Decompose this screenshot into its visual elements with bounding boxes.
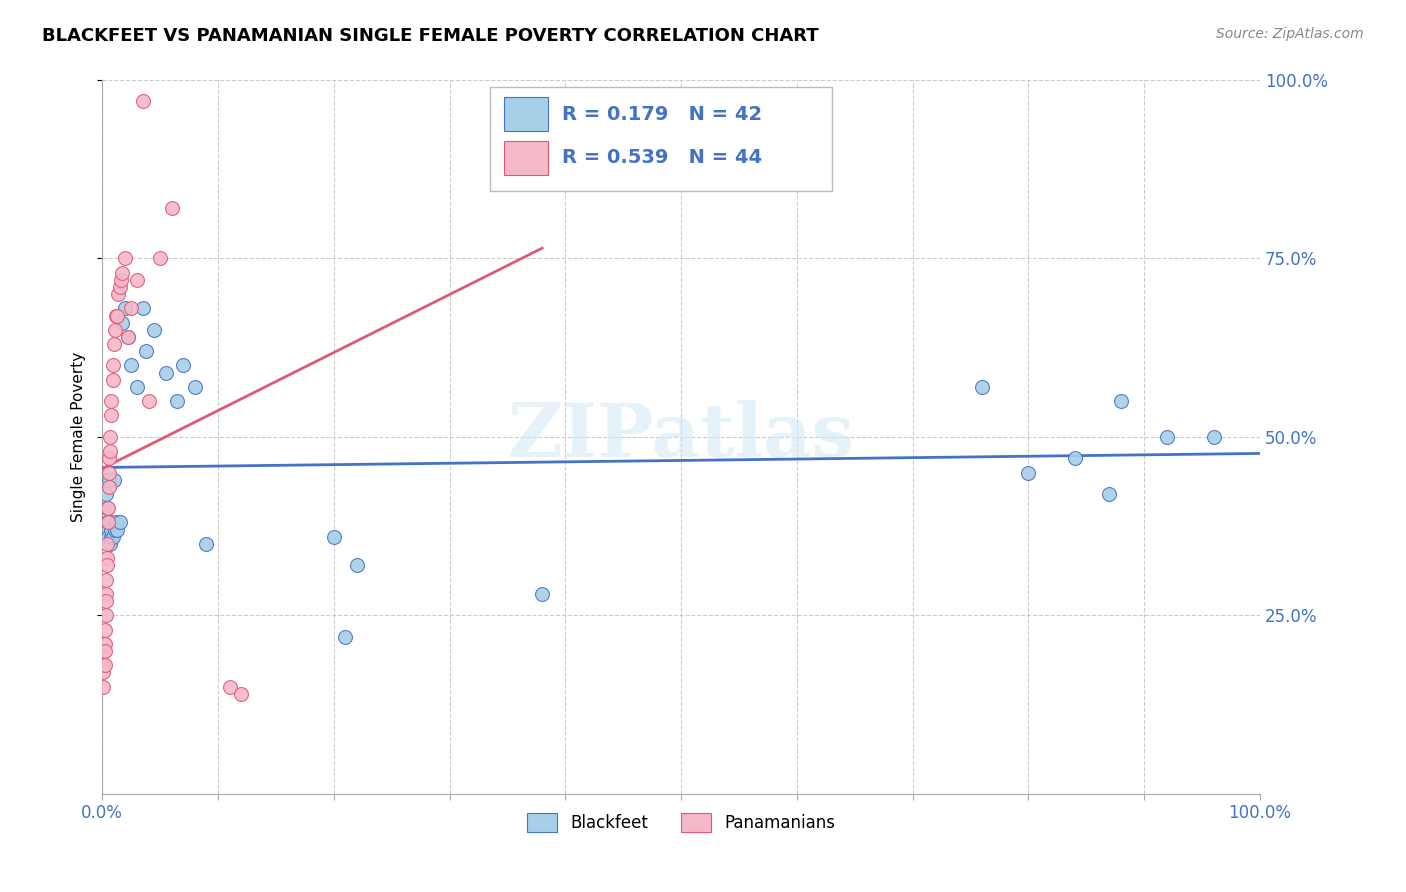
Point (98, 516, 121, 530)
Point (1156, 430, 1178, 444)
Point (346, 558, 368, 573)
Point (93, 644, 115, 658)
Point (1098, 487, 1121, 501)
Y-axis label: Single Female Poverty: Single Female Poverty (72, 351, 86, 522)
Point (149, 252, 172, 266)
Point (111, 266, 134, 280)
Point (172, 359, 194, 373)
Point (120, 301, 142, 316)
Point (97, 530, 120, 544)
Point (93, 644, 115, 658)
Point (97, 523, 120, 537)
Point (231, 687, 253, 701)
Point (125, 273, 148, 287)
Point (138, 394, 160, 409)
Point (132, 95, 155, 109)
Point (101, 359, 124, 373)
Text: ZIPatlas: ZIPatlas (508, 401, 855, 474)
Point (94, 487, 117, 501)
Point (132, 301, 155, 316)
Point (103, 337, 125, 351)
Point (107, 287, 129, 301)
FancyBboxPatch shape (503, 97, 548, 131)
Legend: Blackfeet, Panamanians: Blackfeet, Panamanians (520, 806, 842, 838)
Point (93, 637, 115, 651)
Point (97, 516, 120, 530)
Point (100, 409, 122, 423)
Point (166, 394, 188, 409)
Point (125, 380, 148, 394)
FancyBboxPatch shape (491, 87, 831, 191)
Point (98, 444, 121, 458)
Point (105, 523, 128, 537)
Point (93, 658, 115, 673)
Point (98, 451, 121, 466)
Point (970, 380, 993, 394)
Point (93, 658, 115, 673)
Point (94, 587, 117, 601)
Point (93, 623, 115, 637)
Point (98, 466, 121, 480)
Point (143, 323, 166, 337)
Point (114, 252, 136, 266)
Point (105, 309, 128, 323)
Text: R = 0.179   N = 42: R = 0.179 N = 42 (562, 104, 762, 124)
Point (1202, 430, 1225, 444)
Point (103, 473, 125, 487)
Point (1063, 451, 1085, 466)
Point (110, 273, 132, 287)
Point (100, 530, 122, 544)
Point (108, 516, 131, 530)
Point (335, 630, 357, 644)
Point (100, 523, 122, 537)
Point (114, 301, 136, 316)
Point (1017, 466, 1039, 480)
Point (96, 551, 118, 566)
Point (104, 323, 127, 337)
Point (117, 330, 139, 344)
Point (98, 537, 121, 551)
Point (97, 501, 120, 516)
Point (98, 480, 121, 494)
Point (105, 309, 128, 323)
Point (94, 573, 117, 587)
Point (104, 523, 127, 537)
Point (93, 665, 115, 680)
Point (322, 530, 344, 544)
Point (101, 373, 124, 387)
Point (105, 516, 128, 530)
Point (98, 473, 121, 487)
Point (135, 344, 157, 359)
Point (117, 330, 139, 344)
Text: R = 0.539   N = 44: R = 0.539 N = 44 (562, 148, 762, 168)
Text: Source: ZipAtlas.com: Source: ZipAtlas.com (1216, 27, 1364, 41)
Point (195, 537, 218, 551)
Point (184, 380, 207, 394)
Point (111, 316, 134, 330)
Point (93, 473, 115, 487)
FancyBboxPatch shape (503, 141, 548, 175)
Point (155, 366, 177, 380)
Point (160, 202, 183, 216)
Point (96, 558, 118, 573)
Point (100, 394, 122, 409)
Point (120, 359, 142, 373)
Text: BLACKFEET VS PANAMANIAN SINGLE FEMALE POVERTY CORRELATION CHART: BLACKFEET VS PANAMANIAN SINGLE FEMALE PO… (42, 27, 818, 45)
Point (94, 594, 117, 608)
Point (98, 430, 121, 444)
Point (101, 530, 124, 544)
Point (96, 516, 118, 530)
Point (98, 516, 121, 530)
Point (96, 537, 118, 551)
Point (96, 501, 118, 516)
Point (93, 680, 115, 694)
Point (94, 608, 117, 623)
Point (531, 587, 554, 601)
Point (1109, 394, 1132, 409)
Point (218, 680, 240, 694)
Point (108, 280, 131, 294)
